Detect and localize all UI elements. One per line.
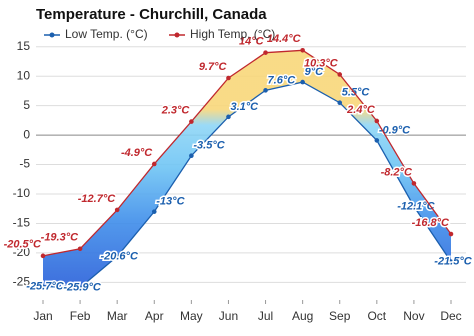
data-label: 14.4°C: [267, 33, 302, 45]
data-point: [263, 88, 268, 93]
data-label: 2.3°C: [161, 104, 191, 116]
data-point: [448, 231, 454, 237]
series-line: [42, 49, 452, 257]
data-label: -20.6°C: [100, 250, 138, 262]
data-label: -20.5°C: [4, 239, 42, 251]
x-tick-label: Oct: [367, 309, 386, 323]
legend-label: High Temp. (°C): [190, 27, 275, 41]
data-point: [151, 209, 157, 214]
x-tick-label: Sep: [329, 309, 351, 323]
x-tick-label: Aug: [292, 309, 313, 323]
y-tick-label: 5: [23, 98, 30, 112]
data-label: -16.8°C: [412, 217, 450, 229]
data-point: [77, 246, 83, 252]
y-tick-label: -10: [13, 186, 31, 200]
data-label: -13°C: [156, 196, 185, 208]
data-point: [40, 253, 46, 259]
data-point: [337, 72, 343, 77]
data-label: -0.9°C: [379, 124, 411, 136]
data-point: [411, 204, 417, 209]
data-point: [189, 119, 194, 124]
data-point: [40, 284, 46, 289]
data-label: 14°C: [239, 36, 265, 48]
y-tick-label: 10: [17, 68, 31, 82]
data-point: [263, 50, 268, 55]
data-point: [226, 75, 231, 81]
y-tick-label: 0: [23, 127, 30, 141]
y-tick-label: -20: [13, 245, 31, 259]
x-tick-label: Jul: [258, 309, 273, 323]
data-label: -12.1°C: [397, 200, 435, 212]
data-point: [226, 114, 231, 120]
data-label: -8.2°C: [381, 166, 413, 178]
x-tick-label: Dec: [440, 309, 461, 323]
x-tick-label: Apr: [145, 309, 164, 323]
data-point: [77, 285, 83, 290]
data-label: -25.9°C: [63, 282, 101, 294]
data-point: [300, 79, 305, 85]
data-label: -25.7°C: [26, 280, 64, 292]
series-line: [42, 81, 452, 289]
data-label: 2.4°C: [346, 104, 376, 116]
data-point: [114, 254, 120, 259]
data-label: -21.5°C: [434, 256, 472, 268]
data-point: [151, 161, 157, 167]
data-label: -3.5°C: [193, 140, 225, 152]
data-label: 7.6°C: [268, 74, 297, 86]
x-tick-label: Feb: [70, 309, 91, 323]
y-tick-label: -5: [19, 157, 30, 171]
x-tick-label: Mar: [107, 309, 128, 323]
data-label: 9°C: [305, 66, 325, 78]
data-point: [374, 138, 380, 143]
data-point: [300, 48, 305, 53]
x-tick-label: Jun: [219, 309, 238, 323]
data-label: -19.3°C: [41, 232, 79, 244]
x-tick-label: Jan: [33, 309, 52, 323]
legend-label: Low Temp. (°C): [65, 27, 148, 41]
data-label: -12.7°C: [78, 193, 116, 205]
data-label: 3.1°C: [230, 101, 259, 113]
y-tick-label: 15: [17, 39, 31, 53]
data-point: [411, 181, 417, 186]
data-point: [189, 153, 194, 159]
x-tick-label: May: [180, 309, 203, 323]
y-tick-label: -25: [13, 275, 31, 289]
data-label: -4.9°C: [121, 147, 153, 159]
data-point: [114, 207, 120, 213]
legend-marker: [49, 32, 55, 38]
data-label: 9.7°C: [199, 61, 228, 73]
data-label: 5.5°C: [342, 87, 371, 99]
data-label: 10.3°C: [304, 57, 339, 69]
data-point: [448, 259, 454, 265]
y-tick-label: -15: [13, 216, 31, 230]
data-point: [337, 100, 343, 106]
legend-marker: [174, 32, 180, 38]
data-point: [374, 118, 380, 124]
range-area: [43, 50, 451, 288]
chart-title: Temperature - Churchill, Canada: [36, 6, 267, 23]
x-tick-label: Nov: [403, 309, 424, 323]
